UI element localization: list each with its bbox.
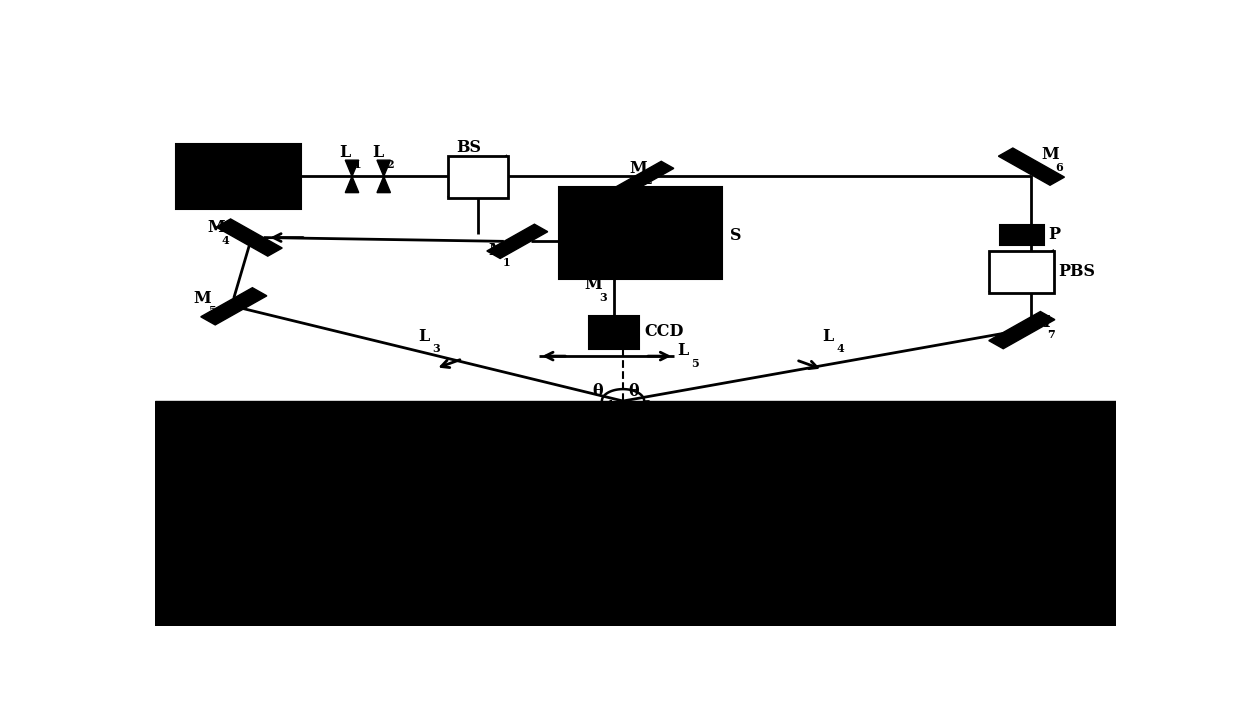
- Text: M: M: [630, 160, 647, 176]
- Text: M: M: [193, 290, 211, 307]
- Text: 2: 2: [644, 175, 652, 186]
- Bar: [558, 187, 722, 279]
- Text: M: M: [489, 242, 506, 259]
- Text: 2: 2: [387, 159, 394, 170]
- Text: CCD: CCD: [644, 323, 683, 340]
- Text: 2: 2: [644, 399, 651, 410]
- Text: 5: 5: [208, 305, 216, 316]
- Text: 4: 4: [836, 343, 844, 354]
- Polygon shape: [201, 288, 267, 325]
- Text: θ: θ: [629, 383, 640, 400]
- Text: L: L: [340, 143, 351, 160]
- Text: M: M: [207, 219, 224, 236]
- Bar: [990, 250, 1054, 292]
- Text: L: L: [372, 143, 383, 160]
- Text: M: M: [1033, 314, 1050, 331]
- Text: 3: 3: [433, 343, 440, 354]
- Text: 7: 7: [1047, 330, 1054, 340]
- Text: 1: 1: [503, 257, 511, 268]
- Text: 6: 6: [1055, 162, 1063, 173]
- Polygon shape: [216, 219, 283, 256]
- Text: 1: 1: [606, 399, 614, 410]
- Bar: [448, 156, 507, 198]
- Polygon shape: [377, 160, 391, 176]
- Text: M: M: [584, 276, 603, 293]
- Text: BS: BS: [456, 139, 481, 156]
- Text: PBS: PBS: [1058, 263, 1095, 280]
- Polygon shape: [487, 224, 548, 259]
- Polygon shape: [988, 311, 1055, 349]
- Text: 1: 1: [353, 159, 362, 170]
- Polygon shape: [345, 160, 358, 176]
- Text: P: P: [1049, 226, 1060, 243]
- Polygon shape: [377, 176, 391, 193]
- Bar: [999, 224, 1044, 245]
- Text: S: S: [729, 228, 742, 245]
- Polygon shape: [616, 161, 673, 193]
- Text: M: M: [1042, 146, 1059, 163]
- Text: 4: 4: [221, 235, 229, 246]
- Bar: [589, 316, 640, 349]
- Polygon shape: [998, 148, 1064, 186]
- Text: θ: θ: [593, 383, 603, 400]
- Text: L: L: [822, 328, 833, 344]
- Bar: [176, 144, 301, 209]
- Polygon shape: [345, 176, 358, 193]
- Text: 5: 5: [691, 358, 699, 368]
- Text: L: L: [677, 342, 688, 359]
- Bar: [155, 401, 1116, 626]
- Text: 3: 3: [599, 292, 606, 302]
- Text: L: L: [418, 328, 429, 344]
